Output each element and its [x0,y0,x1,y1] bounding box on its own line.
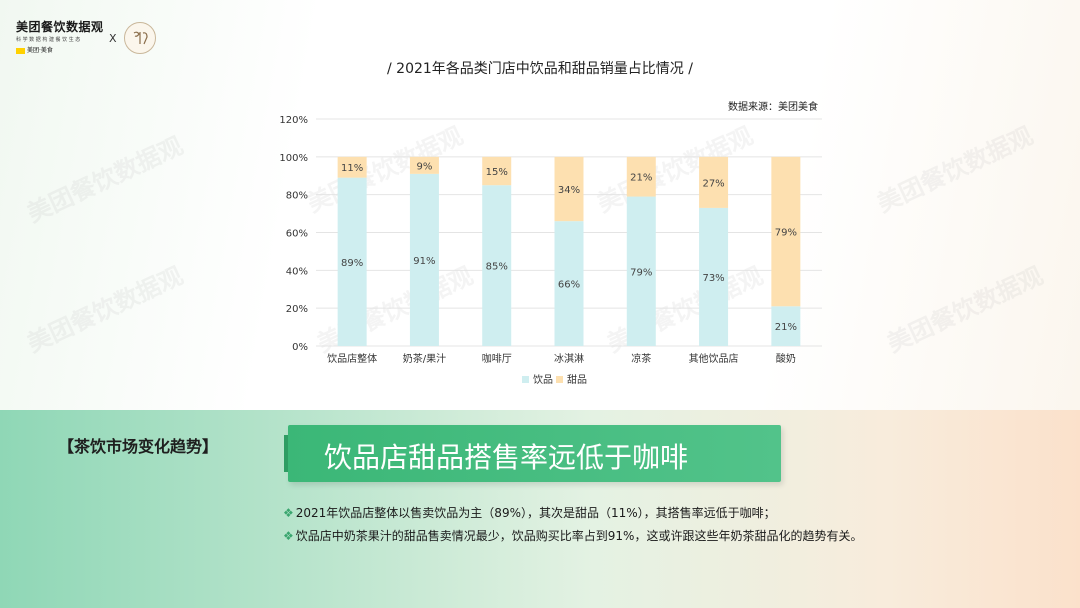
x-tick-label: 其他饮品店 [689,352,739,365]
y-tick-label: 120% [279,115,308,126]
legend-label: 甜品 [567,373,587,386]
bullet-item: ❖ 2021年饮品店整体以售卖饮品为主（89%），其次是甜品（11%），其搭售率远… [283,502,1043,525]
x-tick-label: 冰淇淋 [554,352,584,365]
y-tick-label: 100% [279,153,308,164]
bar-segment [482,185,512,346]
bullet-list: ❖ 2021年饮品店整体以售卖饮品为主（89%），其次是甜品（11%），其搭售率远… [283,502,1043,548]
logo-brand: 美团·美食 [16,45,108,54]
data-label: 15% [486,167,508,178]
bar-segment [337,156,367,178]
data-label: 79% [630,267,652,278]
bar-segment [482,156,512,186]
headline-banner: 饮品店甜品搭售率远低于咖啡 [284,425,781,482]
bar-segment [554,221,584,346]
meituan-logo: 美团餐饮数据观 科 学 数 据 构 建 餐 饮 生 态 美团·美食 [16,18,108,56]
logo-subtitle: 科 学 数 据 构 建 餐 饮 生 态 [16,37,81,43]
chart-background [0,0,1080,410]
data-label: 11% [341,163,363,174]
stacked-bar-chart: 0% 20% 40% 60% 80% 100% 120% 89% 11% 饮品店整体 91% 9% 奶茶… [279,115,822,386]
x-tick-label: 饮品店整体 [327,352,377,365]
x-tick-label: 酸奶 [776,352,796,365]
bar-segment [337,177,367,346]
bullet-item: ❖ 饮品店中奶茶果汁的甜品售卖情况最少，饮品购买比率占到91%，这或许跟这些年奶茶… [283,525,1043,548]
bar-segment [409,173,439,346]
data-label: 89% [341,258,363,269]
x-tick-label: 奶茶/果汁 [403,352,446,365]
collab-cross: X [109,32,117,45]
legend-swatch [522,376,529,383]
x-tick-label: 凉茶 [631,352,651,365]
bar-segment [554,156,584,222]
data-label: 79% [775,228,797,239]
bar-segment [409,156,439,174]
legend-label: 饮品 [533,373,553,386]
bullet-text: 饮品店中奶茶果汁的甜品售卖情况最少，饮品购买比率占到91%，这或许跟这些年奶茶甜… [295,529,863,543]
bar-segment [699,156,729,208]
brand-mark-icon [16,47,25,54]
bar-segment [699,207,729,346]
x-tick-label: 咖啡厅 [482,353,512,365]
diamond-bullet-icon: ❖ [283,529,294,543]
headline-text: 饮品店甜品搭售率远低于咖啡 [324,441,689,474]
bar-segment [771,156,801,307]
logo-title: 美团餐饮数据观 [16,20,104,34]
y-tick-label: 60% [286,229,308,240]
bullet-text: 2021年饮品店整体以售卖饮品为主（89%），其次是甜品（11%），其搭售率远低… [295,506,776,520]
chart-title: / 2021年各品类门店中饮品和甜品销量占比情况 / [387,61,693,77]
data-label: 21% [630,173,652,184]
diamond-bullet-icon: ❖ [283,506,294,520]
logo-brand-text: 美团·美食 [27,47,53,54]
bar-segment [626,156,656,197]
partner-seal-graphic [133,31,148,45]
section-tag: 【茶饮市场变化趋势】 [58,437,219,456]
partner-seal-icon [124,22,156,54]
data-label: 9% [416,161,432,172]
legend-swatch [556,376,563,383]
data-label: 85% [486,262,508,273]
data-label: 73% [702,273,724,284]
bar-segment [771,306,801,346]
chart-source: 数据来源：美团美食 [728,102,818,113]
data-label: 34% [558,185,580,196]
y-tick-label: 20% [286,304,308,315]
bar-segment [626,196,656,346]
y-tick-label: 40% [286,266,308,277]
data-label: 91% [413,256,435,267]
data-label: 27% [702,178,724,189]
y-tick-label: 0% [292,342,308,353]
y-tick-label: 80% [286,191,308,202]
data-label: 21% [775,322,797,333]
data-label: 66% [558,280,580,291]
